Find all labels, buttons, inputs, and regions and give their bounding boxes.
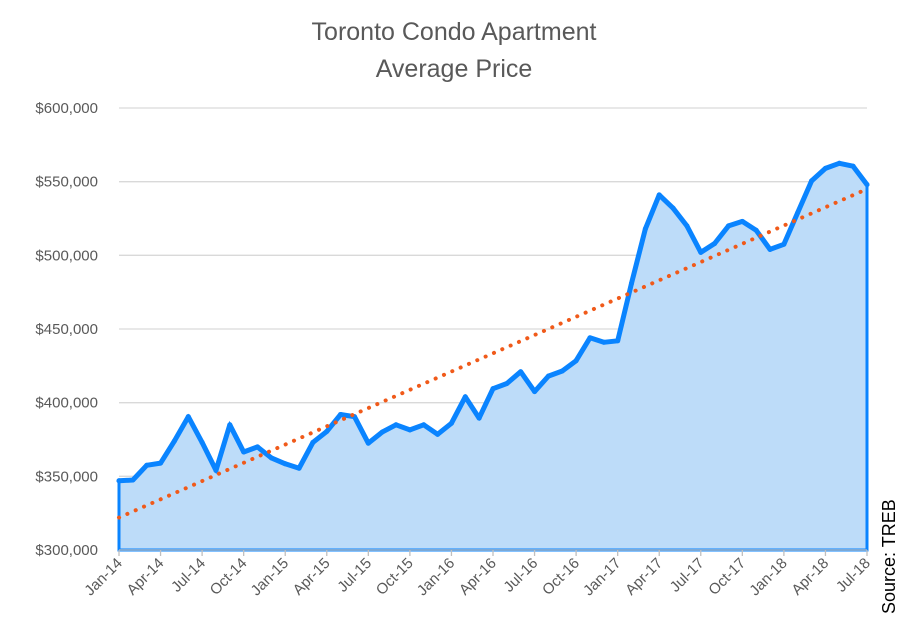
data-point xyxy=(670,205,676,211)
axes xyxy=(118,549,868,556)
x-tick-label: Apr-14 xyxy=(124,555,168,599)
data-point xyxy=(725,223,731,229)
data-point xyxy=(213,467,219,473)
data-point xyxy=(587,335,593,341)
data-point xyxy=(712,241,718,247)
x-tick-label: Jul-18 xyxy=(833,555,874,596)
data-point xyxy=(199,439,205,445)
source-note: Source: TREB xyxy=(879,499,899,614)
data-point xyxy=(698,249,704,255)
data-point xyxy=(836,160,842,166)
data-point xyxy=(130,477,136,483)
x-tick-label: Apr-17 xyxy=(622,555,666,599)
data-point xyxy=(227,422,233,428)
data-point xyxy=(767,246,773,252)
y-tick-label: $350,000 xyxy=(35,468,98,485)
data-point xyxy=(850,163,856,169)
x-tick-label: Apr-16 xyxy=(456,555,500,599)
data-point xyxy=(144,462,150,468)
data-point xyxy=(268,455,274,461)
data-point xyxy=(545,373,551,379)
x-tick-label: Jul-16 xyxy=(500,555,541,596)
x-tick-label: Jul-14 xyxy=(168,555,209,596)
data-point xyxy=(490,386,496,392)
data-point xyxy=(310,439,316,445)
data-point xyxy=(338,411,344,417)
data-point xyxy=(573,358,579,364)
data-point xyxy=(365,440,371,446)
trendline-path xyxy=(117,187,869,520)
data-point xyxy=(642,226,648,232)
data-point xyxy=(407,427,413,433)
data-point xyxy=(255,444,261,450)
y-tick-label: $300,000 xyxy=(35,542,98,559)
data-point xyxy=(518,369,524,375)
data-point xyxy=(324,428,330,434)
data-point xyxy=(684,223,690,229)
y-tick-label: $600,000 xyxy=(35,100,98,117)
chart-title-line-1: Toronto Condo Apartment xyxy=(312,18,597,46)
x-tick-label: Oct-16 xyxy=(539,555,583,599)
data-point xyxy=(781,241,787,247)
y-axis-ticks: $300,000 $350,000 $400,000 $450,000 $500,000… xyxy=(35,100,98,559)
data-point xyxy=(559,368,565,374)
data-point xyxy=(296,465,302,471)
y-tick-label: $500,000 xyxy=(35,247,98,264)
x-tick-label: Jul-15 xyxy=(334,555,375,596)
data-point xyxy=(435,431,441,437)
data-point xyxy=(476,415,482,421)
data-point xyxy=(171,438,177,444)
data-point xyxy=(615,338,621,344)
data-point xyxy=(601,339,607,345)
x-tick-label: Jul-17 xyxy=(667,555,708,596)
data-point xyxy=(864,182,870,188)
data-point xyxy=(158,460,164,466)
x-tick-label: Jan-15 xyxy=(248,555,292,599)
y-tick-label: $450,000 xyxy=(35,321,98,338)
data-point xyxy=(753,227,759,233)
data-point xyxy=(393,422,399,428)
data-point xyxy=(795,210,801,216)
x-tick-label: Apr-15 xyxy=(290,555,334,599)
data-point xyxy=(421,422,427,428)
area-series xyxy=(116,160,870,552)
x-tick-label: Jan-14 xyxy=(81,555,125,599)
data-point xyxy=(448,420,454,426)
data-point xyxy=(656,192,662,198)
x-tick-label: Jan-16 xyxy=(414,555,458,599)
data-point xyxy=(379,429,385,435)
data-point xyxy=(504,381,510,387)
x-tick-label: Jan-17 xyxy=(580,555,624,599)
data-point xyxy=(185,414,191,420)
x-tick-label: Jan-18 xyxy=(746,555,790,599)
area-fill xyxy=(117,161,869,552)
data-point xyxy=(629,280,635,286)
x-tick-label: Apr-18 xyxy=(788,555,832,599)
y-tick-label: $400,000 xyxy=(35,395,98,412)
data-point xyxy=(462,394,468,400)
x-tick-label: Oct-15 xyxy=(373,555,417,599)
chart-title-line-2: Average Price xyxy=(376,55,533,83)
trendline xyxy=(117,187,869,520)
data-point xyxy=(282,461,288,467)
data-point xyxy=(241,449,247,455)
x-tick-label: Oct-14 xyxy=(207,555,251,599)
x-tick-label: Oct-17 xyxy=(705,555,749,599)
data-point xyxy=(739,218,745,224)
data-point xyxy=(116,478,122,484)
y-tick-label: $550,000 xyxy=(35,174,98,191)
data-point xyxy=(532,389,538,395)
data-point xyxy=(809,178,815,184)
data-point xyxy=(822,165,828,171)
